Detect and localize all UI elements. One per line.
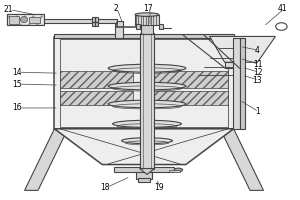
Ellipse shape — [135, 13, 159, 16]
Text: 19: 19 — [154, 183, 164, 192]
Bar — [54, 34, 234, 38]
Text: 12: 12 — [253, 68, 262, 77]
Ellipse shape — [174, 168, 182, 172]
Polygon shape — [210, 36, 275, 62]
Ellipse shape — [122, 138, 172, 144]
Bar — [233, 38, 240, 129]
Ellipse shape — [108, 100, 186, 108]
Bar — [92, 17, 98, 26]
Bar — [141, 24, 153, 34]
Polygon shape — [140, 169, 154, 174]
Text: 16: 16 — [12, 103, 22, 112]
Bar — [60, 39, 228, 127]
Ellipse shape — [108, 64, 186, 72]
Polygon shape — [81, 129, 207, 164]
Bar — [114, 167, 174, 172]
Text: 21: 21 — [3, 5, 13, 14]
Ellipse shape — [276, 23, 287, 30]
Polygon shape — [225, 62, 240, 68]
Ellipse shape — [113, 120, 182, 127]
Polygon shape — [68, 129, 138, 164]
Polygon shape — [150, 129, 220, 164]
Text: 17: 17 — [144, 4, 153, 13]
Ellipse shape — [20, 17, 28, 23]
Bar — [138, 178, 150, 182]
Text: 1: 1 — [255, 107, 260, 116]
Text: 13: 13 — [253, 76, 262, 85]
Polygon shape — [25, 129, 68, 190]
Bar — [115, 21, 122, 38]
Bar — [54, 37, 234, 129]
Bar — [240, 38, 245, 129]
Bar — [136, 171, 152, 179]
Bar — [140, 33, 154, 169]
Bar — [7, 14, 44, 25]
Polygon shape — [220, 129, 263, 190]
Polygon shape — [54, 129, 234, 165]
Bar — [9, 16, 19, 24]
Text: 41: 41 — [278, 4, 288, 13]
Text: 15: 15 — [12, 80, 22, 89]
Bar — [29, 17, 40, 23]
Bar — [7, 14, 44, 25]
Bar — [44, 19, 117, 23]
Bar — [169, 170, 180, 172]
Bar — [159, 24, 163, 29]
Text: 14: 14 — [12, 68, 22, 77]
Bar — [153, 71, 228, 88]
Text: 11: 11 — [253, 60, 262, 69]
Text: 2: 2 — [113, 4, 118, 13]
Bar — [135, 15, 159, 25]
Text: 4: 4 — [255, 46, 260, 55]
Bar — [60, 71, 133, 88]
Ellipse shape — [108, 82, 186, 90]
Text: 18: 18 — [100, 183, 110, 192]
Bar — [60, 91, 133, 105]
Bar — [153, 91, 228, 105]
Bar — [136, 24, 140, 29]
